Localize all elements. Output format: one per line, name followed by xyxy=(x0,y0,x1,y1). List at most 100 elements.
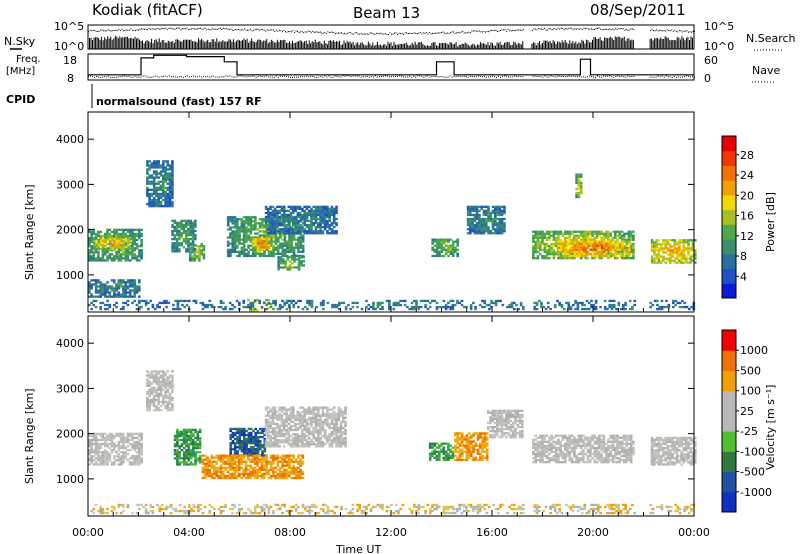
range-cell xyxy=(281,234,284,237)
nave-point xyxy=(168,75,170,77)
range-cell xyxy=(269,205,272,208)
range-cell xyxy=(678,305,682,309)
range-cell xyxy=(575,187,578,191)
range-cell xyxy=(122,241,126,245)
range-cell xyxy=(175,246,179,249)
nsearch-point xyxy=(315,31,317,33)
range-cell xyxy=(236,431,239,435)
range-cell xyxy=(90,279,93,282)
range-cell xyxy=(422,299,425,303)
range-cell xyxy=(236,240,239,243)
range-cell xyxy=(662,305,666,309)
nave-point xyxy=(504,75,506,77)
range-cell xyxy=(166,178,170,181)
range-cell xyxy=(589,248,593,251)
range-cell xyxy=(671,251,674,254)
nsearch-point xyxy=(192,28,194,30)
range-cell xyxy=(378,307,382,311)
noise-tick-bottom: 10^0 xyxy=(54,40,84,53)
nsearch-point xyxy=(136,29,138,31)
range-cell xyxy=(194,457,197,460)
range-cell xyxy=(618,230,622,233)
range-cell xyxy=(148,382,151,385)
range-cell xyxy=(146,160,149,163)
range-cell xyxy=(261,222,264,225)
nave-point xyxy=(257,75,259,77)
nave-point xyxy=(391,76,392,78)
range-cell xyxy=(301,244,305,247)
nave-point xyxy=(336,75,338,77)
range-cell xyxy=(330,232,334,235)
range-cell xyxy=(294,207,297,210)
range-cell xyxy=(261,435,264,439)
range-cell xyxy=(166,176,170,179)
range-cell xyxy=(247,238,250,241)
range-cell xyxy=(124,447,127,450)
range-cell xyxy=(233,234,237,237)
range-cell xyxy=(353,301,357,305)
range-cell xyxy=(240,431,244,435)
range-cell xyxy=(508,303,511,307)
range-cell xyxy=(133,243,137,246)
range-cell xyxy=(252,448,255,451)
range-cell xyxy=(124,289,127,292)
range-cell xyxy=(623,254,627,258)
nave-point xyxy=(384,75,386,77)
nsearch-point xyxy=(194,28,196,30)
range-cell xyxy=(666,247,670,250)
range-cell xyxy=(94,442,98,446)
range-cell xyxy=(101,249,105,252)
nave-point xyxy=(445,76,447,78)
range-cell xyxy=(148,404,151,408)
range-cell xyxy=(261,226,264,229)
range-cell xyxy=(478,226,481,229)
range-cell xyxy=(265,236,269,239)
range-cell xyxy=(183,299,186,303)
range-cell xyxy=(292,207,295,210)
nsearch-point xyxy=(236,29,238,31)
range-cell xyxy=(256,437,260,441)
range-cell xyxy=(550,250,553,254)
range-cell xyxy=(269,219,272,223)
range-cell xyxy=(332,207,336,210)
nsearch-point xyxy=(210,29,212,31)
nsearch-point xyxy=(222,27,224,29)
range-cell xyxy=(106,457,109,460)
range-cell xyxy=(245,450,248,453)
range-cell xyxy=(684,257,688,260)
range-cell xyxy=(236,427,239,431)
range-cell xyxy=(669,259,672,262)
nsearch-point xyxy=(160,28,162,30)
range-cell xyxy=(249,309,252,312)
range-cell xyxy=(595,234,599,237)
range-cell xyxy=(99,461,102,464)
range-cell xyxy=(189,432,193,435)
range-cell xyxy=(106,239,110,243)
range-cell xyxy=(666,241,670,244)
range-cell xyxy=(124,259,127,262)
range-cell xyxy=(323,224,327,227)
range-cell xyxy=(254,254,257,258)
range-cell xyxy=(265,307,268,311)
range-cell xyxy=(196,445,200,448)
range-cell xyxy=(594,299,598,303)
range-cell xyxy=(323,213,327,217)
range-cell xyxy=(150,398,154,402)
range-cell xyxy=(491,228,495,231)
range-cell xyxy=(231,440,235,443)
range-cell xyxy=(135,232,139,236)
range-cell xyxy=(247,254,250,258)
range-cell xyxy=(146,407,149,410)
y-tick-label: 1000 xyxy=(56,269,84,282)
range-cell xyxy=(173,236,177,239)
colorbar-swatch xyxy=(722,283,736,299)
range-cell xyxy=(103,234,107,238)
range-cell xyxy=(330,230,334,233)
range-cell xyxy=(475,217,479,221)
range-cell xyxy=(424,299,427,303)
range-cell xyxy=(673,249,677,252)
nave-point xyxy=(140,76,142,78)
range-cell xyxy=(185,449,188,452)
range-cell xyxy=(600,254,604,258)
range-cell xyxy=(319,209,322,212)
